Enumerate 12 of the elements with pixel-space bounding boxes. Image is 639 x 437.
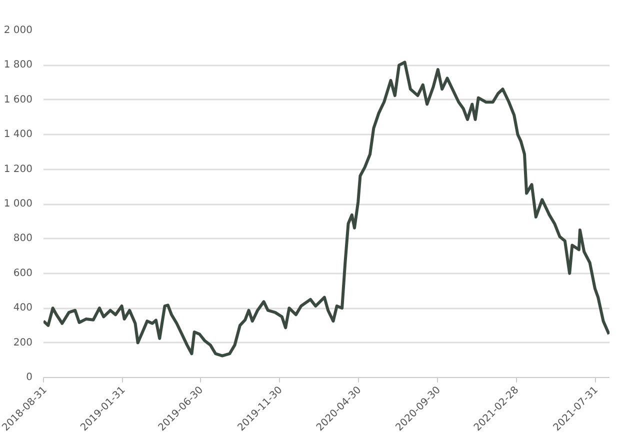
y-tick-label: 1 200 <box>4 164 33 175</box>
y-tick-label: 1 000 <box>4 198 33 210</box>
y-tick-label: 1 600 <box>4 94 33 106</box>
y-tick-label: 2 000 <box>4 25 33 36</box>
y-tick-label: 400 <box>13 302 33 314</box>
y-tick-label: 1 800 <box>4 60 33 71</box>
y-tick-label: 200 <box>13 337 33 348</box>
y-tick-label: 1 400 <box>4 129 33 140</box>
line-series <box>44 60 610 358</box>
y-tick-label: 800 <box>13 233 33 244</box>
y-tick-label: 600 <box>13 268 33 279</box>
y-tick-label: 0 <box>26 372 33 383</box>
